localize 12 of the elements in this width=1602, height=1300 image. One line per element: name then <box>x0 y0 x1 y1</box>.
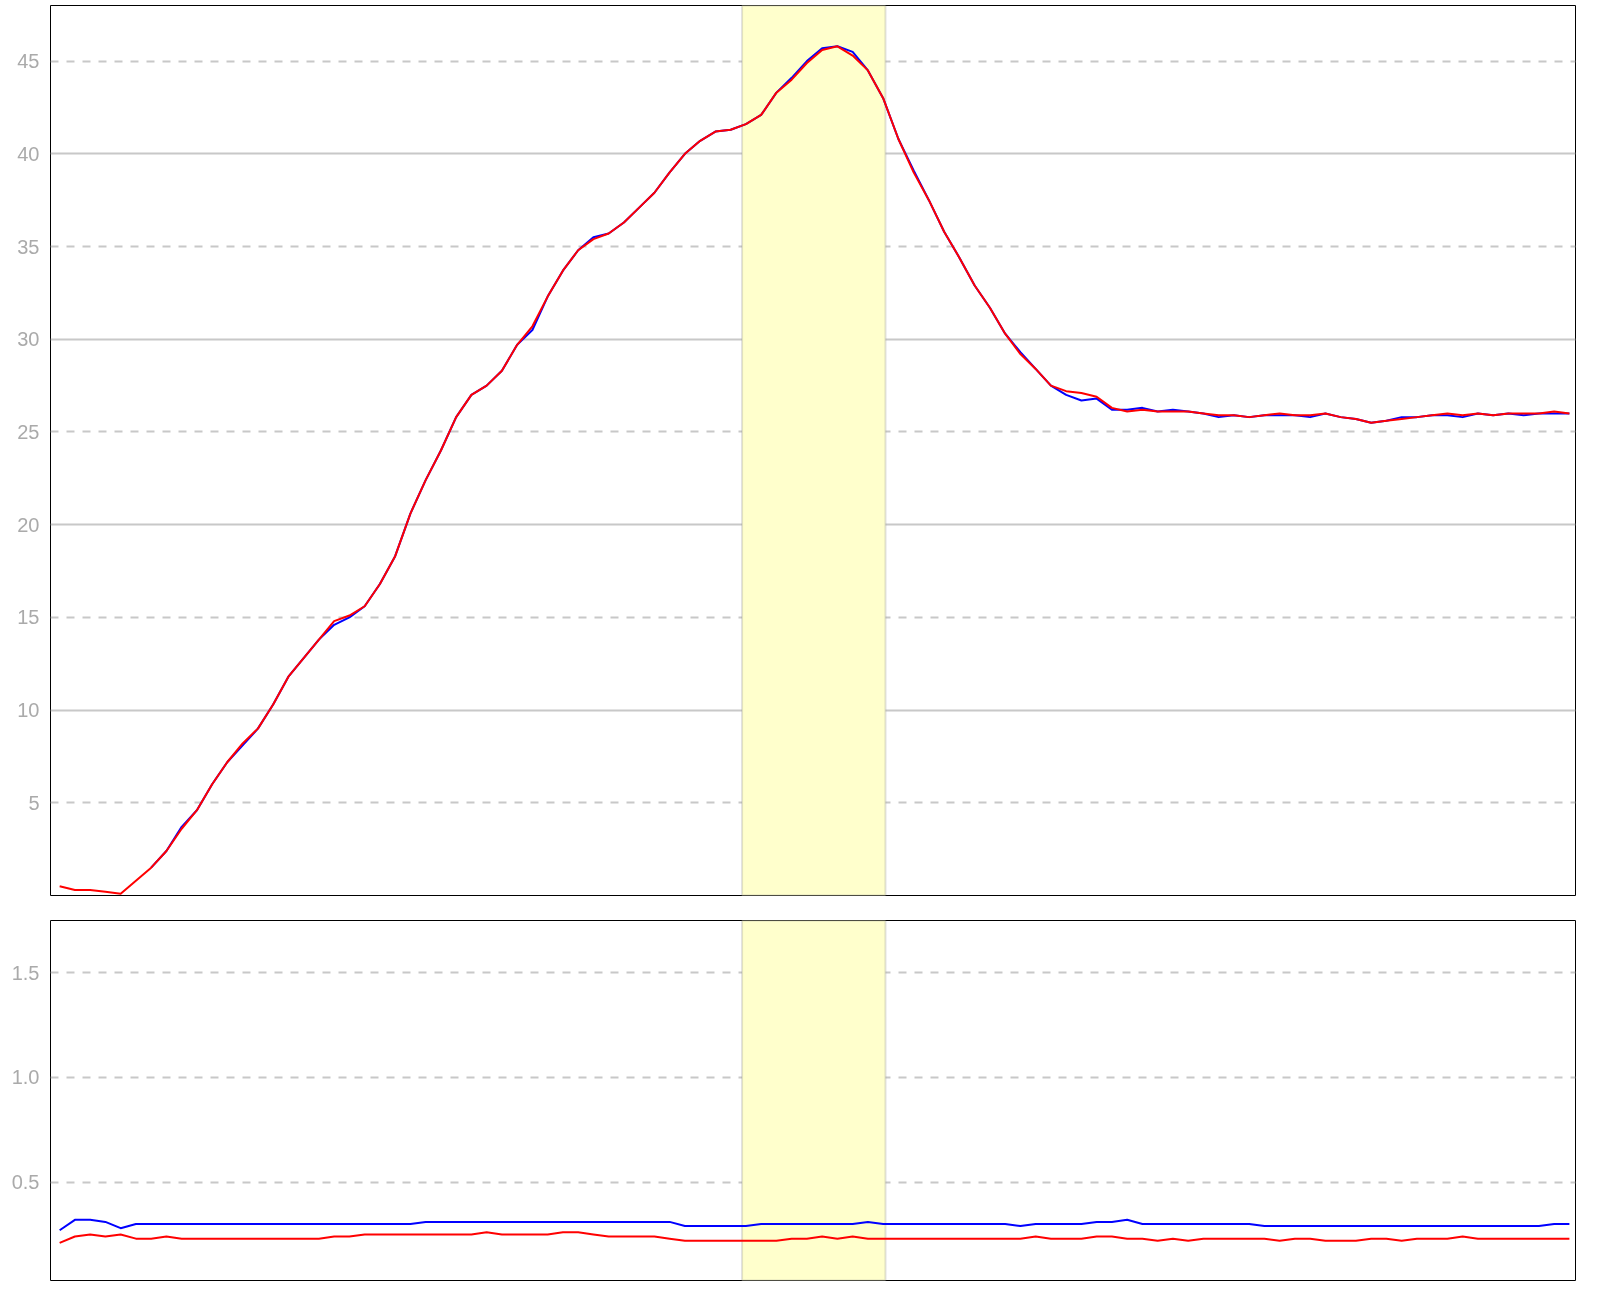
y-tick-label: 40 <box>17 142 40 165</box>
y-tick-label: 0.5 <box>11 1171 40 1194</box>
y-tick-label: 1.5 <box>11 961 40 984</box>
y-tick-label: 30 <box>17 328 40 351</box>
y-tick-label: 15 <box>17 606 40 629</box>
y-tick-label: 25 <box>17 420 40 443</box>
y-tick-label: 5 <box>28 791 40 814</box>
y-tick-label: 20 <box>17 513 40 536</box>
y-tick-label: 10 <box>17 699 40 722</box>
y-tick-label: 45 <box>17 50 40 73</box>
y-tick-label: 1.0 <box>11 1066 40 1089</box>
y-tick-label: 35 <box>17 235 40 258</box>
